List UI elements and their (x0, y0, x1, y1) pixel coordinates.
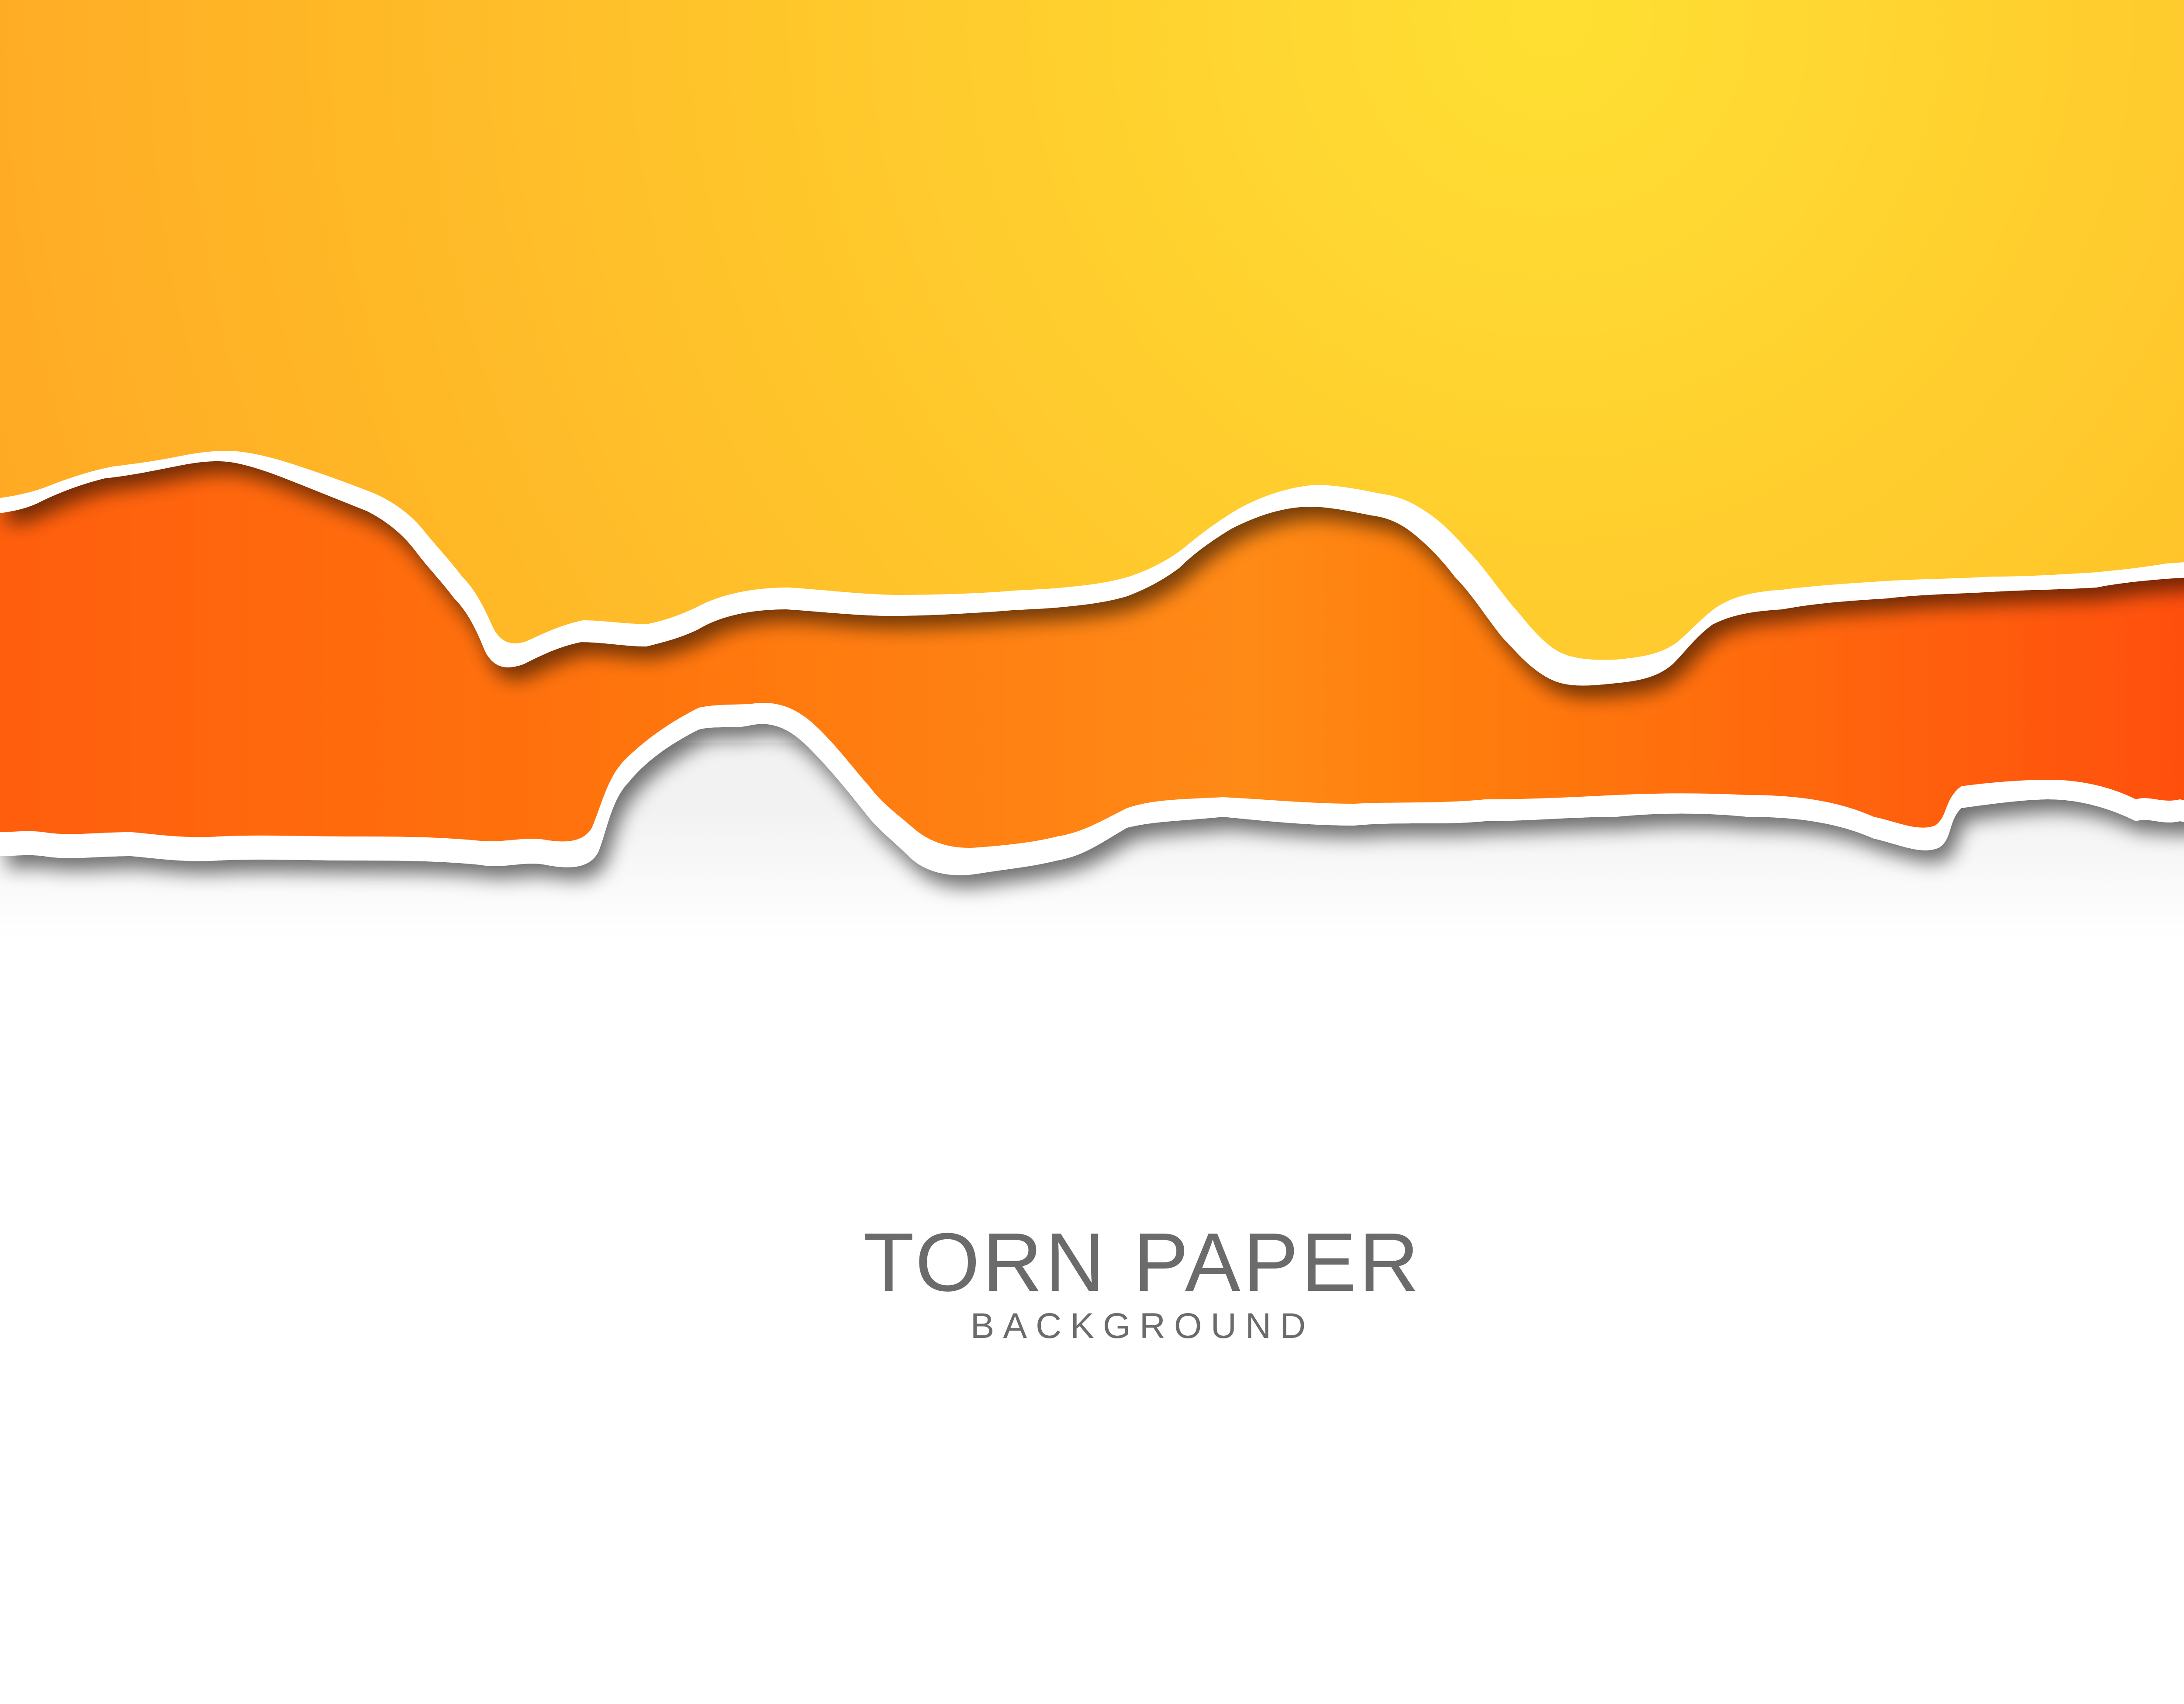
page-subtitle: BACKGROUND (970, 1306, 1315, 1346)
top-paper-surface (0, 0, 2184, 660)
page-title: TORN PAPER (863, 1216, 1422, 1309)
top-paper (0, 0, 2184, 686)
bottom-paper (0, 743, 2184, 1704)
